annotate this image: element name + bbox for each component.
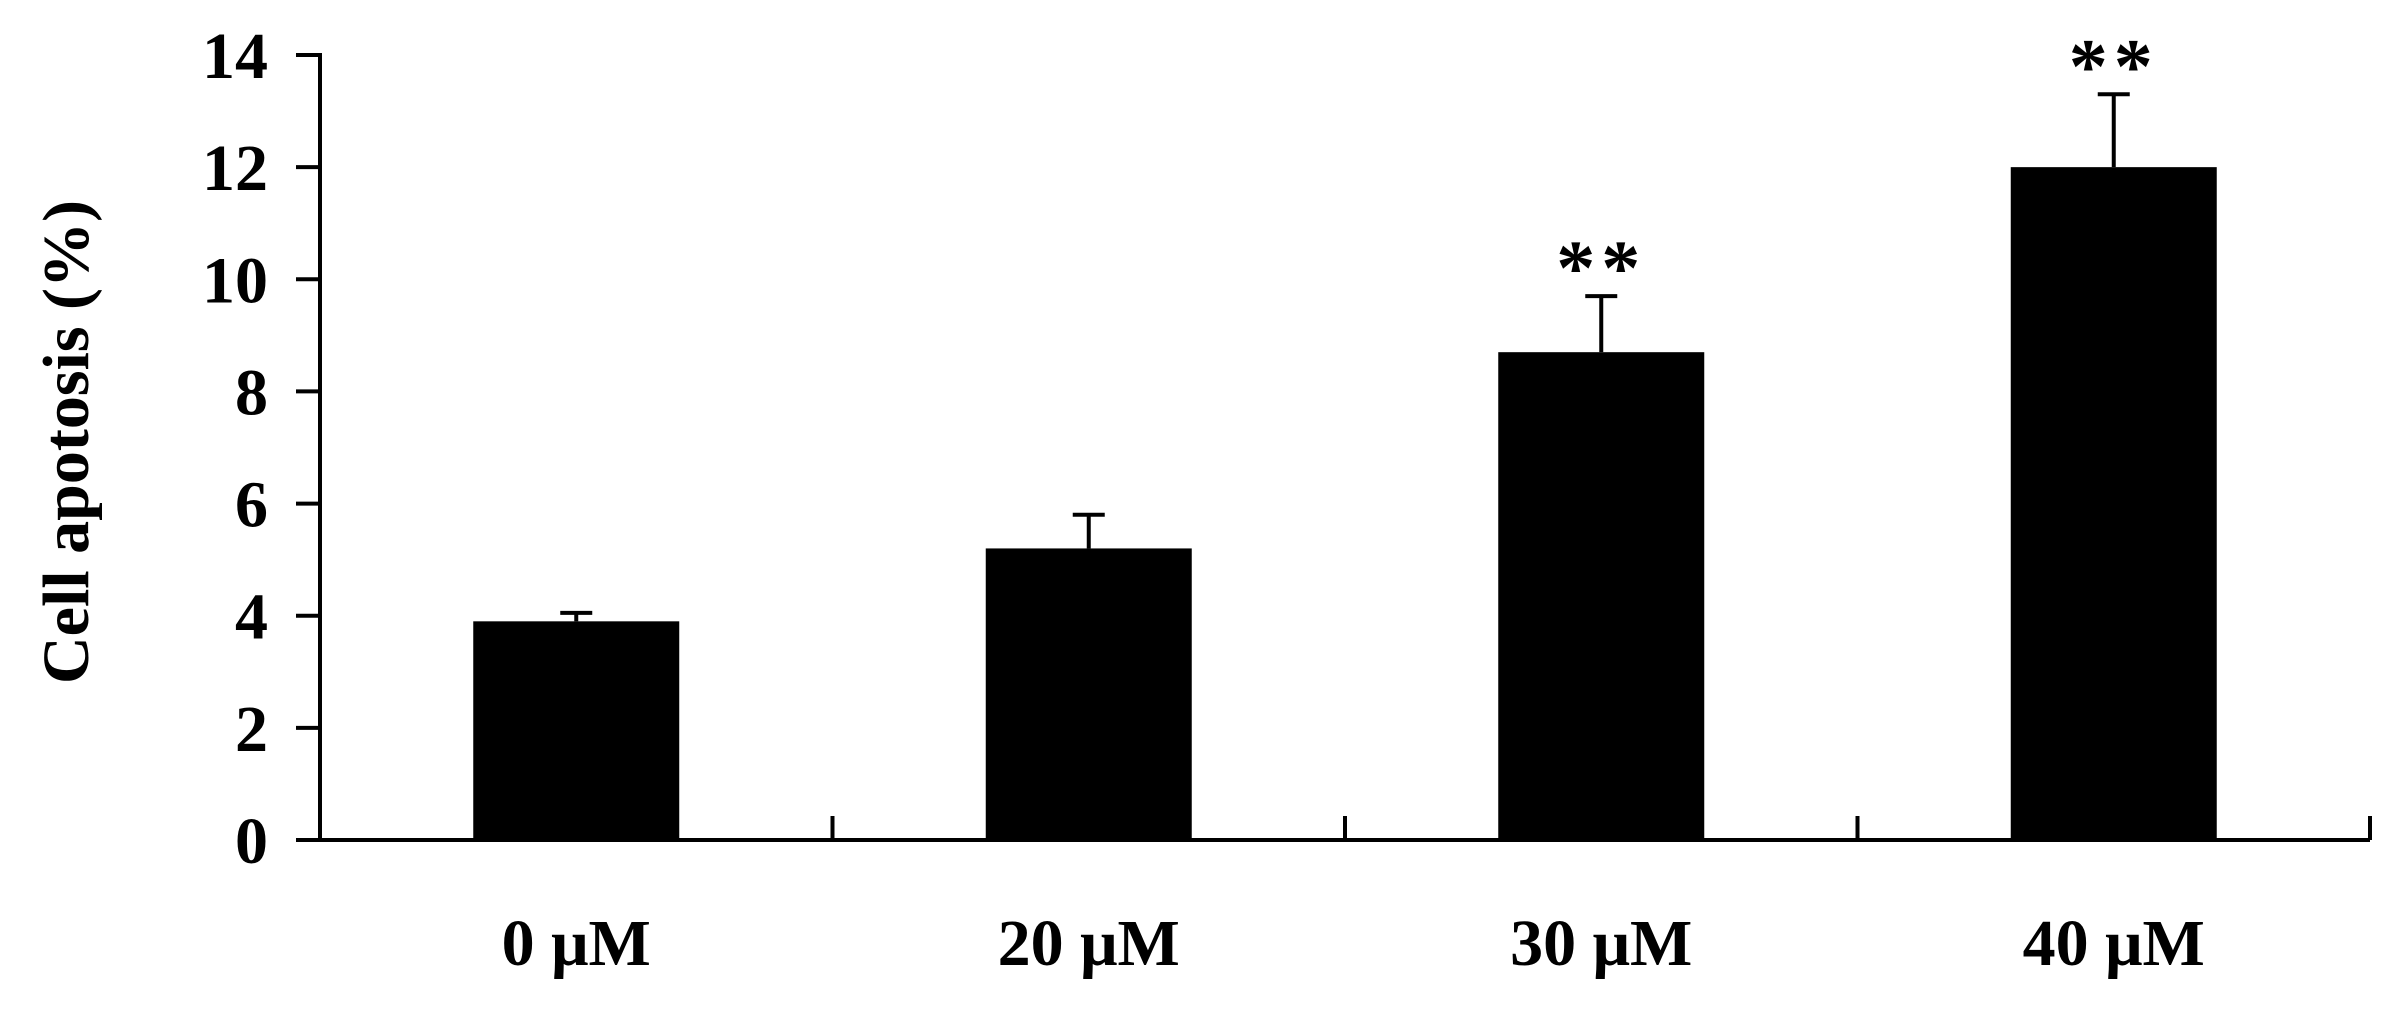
y-tick-label-2: 4 [235, 581, 268, 654]
y-tick-label-3: 6 [235, 469, 268, 542]
error-bars-layer [560, 92, 2130, 622]
category-label-0: 0 μM [502, 907, 651, 980]
significance-label-3: ** [2069, 22, 2159, 109]
bar-0 [473, 621, 680, 840]
y-axis-title: Cell apotosis (%) [30, 200, 103, 684]
category-label-3: 40 μM [2023, 907, 2205, 980]
axes-layer [296, 53, 2372, 842]
y-tick-label-4: 8 [235, 356, 268, 429]
significance-label-2: ** [1556, 224, 1646, 311]
category-label-2: 30 μM [1510, 907, 1692, 980]
bar-1 [985, 548, 1192, 840]
bars-layer [473, 167, 2217, 841]
y-tick-label-6: 12 [202, 132, 268, 205]
y-tick-label-5: 10 [202, 244, 268, 317]
bar-3 [2010, 167, 2217, 841]
labels-layer: 0 μM 20 μM ** 30 μM ** 40 μM 0 2 4 6 8 10 12 14 [202, 20, 2205, 980]
category-label-1: 20 μM [998, 907, 1180, 980]
y-tick-label-1: 2 [235, 693, 268, 766]
y-tick-label-7: 14 [202, 20, 268, 93]
y-tick-label-0: 0 [235, 805, 268, 878]
bar-2 [1498, 352, 1705, 840]
